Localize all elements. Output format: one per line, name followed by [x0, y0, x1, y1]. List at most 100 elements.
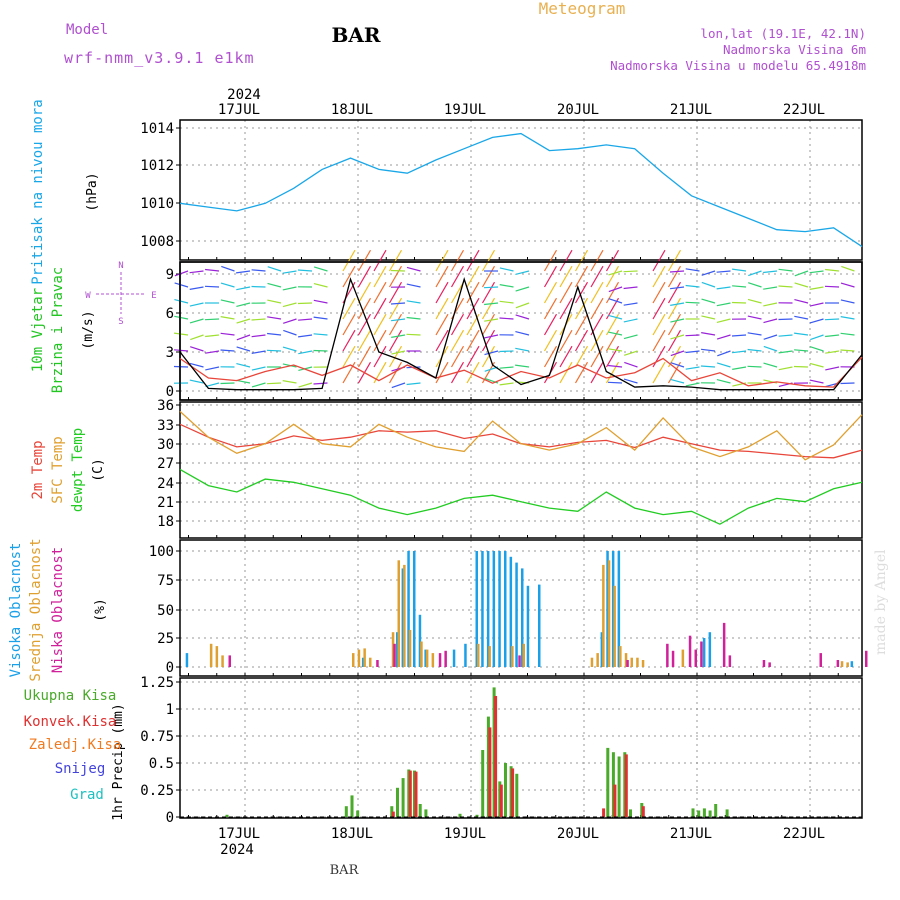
- cloud-mid-bar: [596, 653, 599, 667]
- dewpt-line: [179, 468, 863, 525]
- wind-arrow: [574, 281, 589, 304]
- wind-arrow: [652, 329, 666, 352]
- wind-arrow: [221, 265, 235, 272]
- cloud-high-bar: [504, 551, 507, 667]
- wind-arrow: [731, 334, 747, 337]
- wind-arrow: [608, 286, 623, 293]
- cloud-high-bar: [475, 551, 478, 667]
- wind-arrow: [390, 269, 406, 272]
- cloud-mid-bar: [391, 632, 395, 667]
- t2m-axis-label: 2m Temp: [30, 440, 46, 499]
- x-tick-label-bottom: 18JUL: [331, 826, 373, 842]
- wind-arrow: [543, 265, 558, 288]
- wind-arrow: [450, 249, 465, 272]
- wind-arrow: [747, 332, 762, 336]
- wind-arrow: [515, 302, 530, 309]
- model-name: wrf-nmm_v3.9.1 e1km: [64, 49, 255, 67]
- cloud-low-bar: [762, 660, 766, 667]
- wind-arrow: [732, 285, 747, 288]
- pressure-unit-label: (hPa): [85, 172, 100, 211]
- cloud-mid-bar: [522, 643, 525, 667]
- cloud-mid-bar: [397, 560, 400, 667]
- wind-arrow: [342, 313, 356, 336]
- cloud-low-bar: [444, 650, 447, 667]
- wind-arrow: [435, 329, 449, 352]
- wind-arrow: [825, 334, 840, 338]
- y-tick-label: 25: [157, 631, 174, 647]
- panels: 1014101210101008963036333027242118100755…: [140, 119, 868, 826]
- wind-arrow: [282, 270, 297, 274]
- cloud-mid-bar: [215, 646, 219, 667]
- wind-arrow: [574, 345, 589, 368]
- wind-arrow: [373, 249, 387, 272]
- y-tick-label: 0.25: [140, 783, 174, 799]
- wind-arrow: [357, 313, 372, 336]
- wind-arrow: [623, 286, 638, 290]
- wind-arrow: [607, 381, 623, 384]
- wind-arrow: [763, 318, 778, 324]
- wind-arrow: [205, 366, 220, 371]
- x-tick-label-top: 17JUL: [218, 102, 260, 118]
- wind-arrow: [701, 332, 716, 336]
- precip-total-bar: [225, 814, 229, 817]
- wind-arrow: [685, 301, 700, 304]
- wind-arrow: [794, 282, 809, 288]
- wind-arrow: [543, 281, 558, 304]
- wind-arrow: [298, 350, 313, 355]
- wind-arrow: [483, 286, 499, 289]
- panel-frame: [179, 119, 863, 261]
- wind-arrow: [778, 334, 793, 337]
- wind-arrow: [298, 318, 313, 321]
- cloud-high-bar: [498, 551, 501, 667]
- wind-arrow: [298, 334, 313, 338]
- wind-arrow: [732, 350, 747, 354]
- y-tick-label: 75: [157, 573, 174, 589]
- precip-conv-bar: [391, 811, 395, 817]
- wind-arrow: [205, 350, 220, 354]
- wind-arrow: [652, 345, 666, 368]
- wind-arrow: [559, 249, 573, 272]
- wind-arrow: [173, 365, 189, 368]
- wind-arrow: [623, 318, 638, 323]
- wind-arrow: [574, 329, 589, 352]
- wind-arrow: [559, 345, 573, 368]
- wind-arrow: [515, 347, 530, 352]
- wind-arrow: [763, 302, 778, 307]
- wind-arrow: [435, 249, 449, 272]
- wind-arrow: [499, 317, 514, 320]
- wind-arrow: [515, 270, 530, 275]
- wind-arrow: [499, 350, 514, 353]
- y-tick-label: 0: [166, 810, 174, 826]
- wind-arrow: [174, 270, 189, 277]
- wind-arrow: [313, 349, 328, 352]
- year-label-top: 2024: [227, 87, 261, 103]
- wind-arrow: [484, 302, 499, 306]
- coords-label: lon,lat (19.1E, 42.1N): [700, 26, 866, 41]
- wind-arrow: [701, 315, 716, 320]
- cloud-mid-bar: [352, 653, 355, 667]
- wind-arrow: [652, 249, 666, 272]
- wind-arrow: [189, 379, 204, 384]
- wind-arrow: [716, 334, 731, 340]
- wind-arrow: [732, 366, 747, 370]
- wind-arrow: [825, 268, 840, 272]
- cloud-high-bar: [185, 653, 189, 667]
- precip-axis-main: 1hr Precip: [111, 742, 126, 820]
- legend-conv-rain: Konvek.Kisa: [24, 714, 117, 730]
- compass-n: N: [118, 261, 123, 271]
- cloud-high-bar: [413, 551, 416, 667]
- wind-arrow: [267, 299, 282, 304]
- wind-arrow: [236, 286, 251, 291]
- wind-arrow: [515, 286, 530, 292]
- wind-arrow: [590, 265, 604, 288]
- wind-arrow: [189, 302, 204, 307]
- y-tick-label: 9: [166, 267, 174, 283]
- wind-arrow: [466, 249, 480, 272]
- wind-axis-label: 10m Vjetar: [30, 288, 46, 372]
- wind-arrow: [809, 318, 824, 324]
- wind-arrow: [608, 298, 623, 304]
- wind-arrow: [220, 316, 235, 320]
- wind-arrow: [543, 329, 558, 352]
- cloud-high-bar: [396, 632, 399, 667]
- y-tick-label: 3: [166, 345, 174, 361]
